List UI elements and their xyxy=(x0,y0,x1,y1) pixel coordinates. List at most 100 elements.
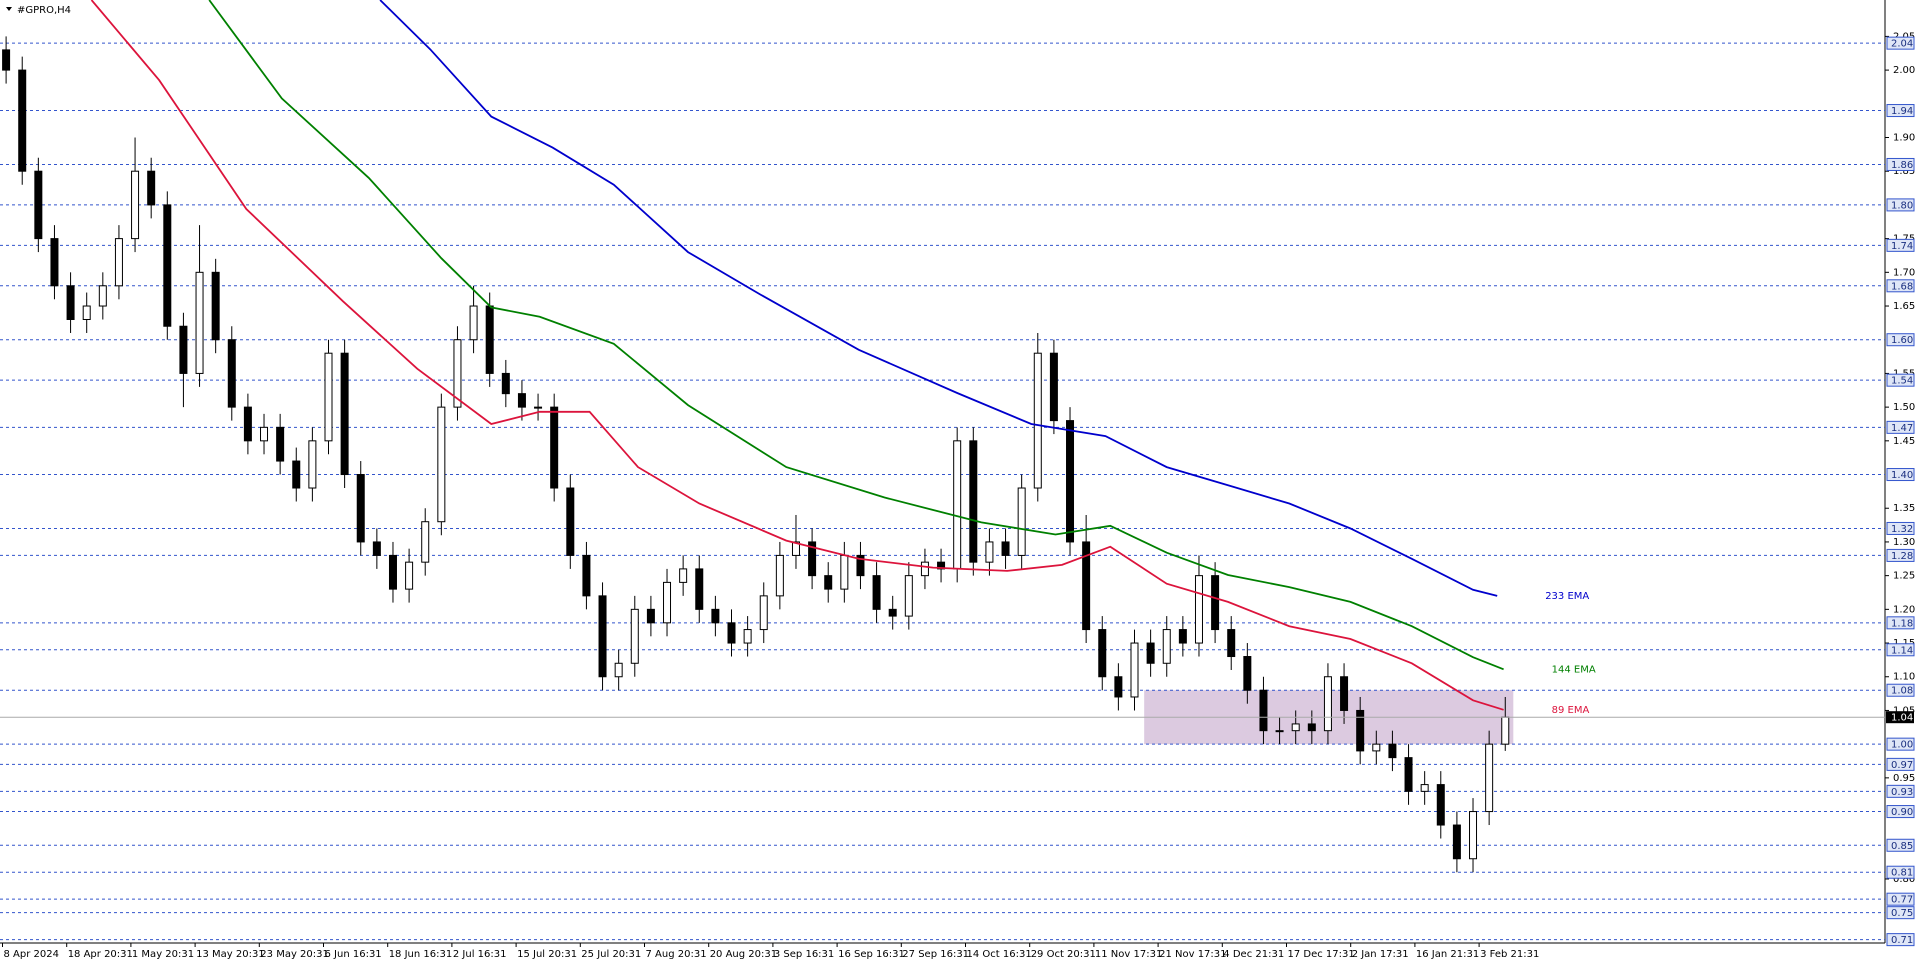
x-tick-label: 21 Nov 17:31 xyxy=(1159,949,1226,960)
y-tick-label: 1.10 xyxy=(1893,672,1915,683)
level-label-box xyxy=(1886,892,1915,906)
candle-body xyxy=(1082,541,1091,631)
ema-line xyxy=(90,0,1504,711)
candle-body xyxy=(1436,784,1445,826)
ema-label: 233 EMA xyxy=(1545,591,1589,602)
candle-body xyxy=(1485,743,1494,813)
level-label: 1.68 xyxy=(1891,281,1913,292)
candle-body xyxy=(856,554,865,577)
level-label-box xyxy=(1886,238,1915,252)
level-label: 1.14 xyxy=(1891,645,1913,656)
x-tick-label: 1 May 20:31 xyxy=(132,949,194,960)
candle-body xyxy=(985,541,994,563)
level-label-box xyxy=(1886,683,1915,697)
candle-body xyxy=(743,629,752,644)
x-tick-label: 27 Sep 16:31 xyxy=(902,949,969,960)
level-label-box xyxy=(1886,420,1915,434)
candle-body xyxy=(1291,723,1300,732)
candle-body xyxy=(195,271,204,374)
candle-body xyxy=(372,541,381,556)
candle-body xyxy=(598,595,607,678)
candle-body xyxy=(775,554,784,597)
level-label: 1.60 xyxy=(1891,335,1913,346)
level-label-box xyxy=(1886,373,1915,387)
level-label-box xyxy=(1886,906,1915,920)
candle-body xyxy=(2,49,11,71)
candle-body xyxy=(904,575,913,617)
level-label: 0.97 xyxy=(1891,760,1913,771)
candle-body xyxy=(340,352,349,476)
level-label-box xyxy=(1886,548,1915,562)
menu-arrow[interactable] xyxy=(6,7,12,11)
candle-body xyxy=(727,622,736,644)
y-tick-label: 0.80 xyxy=(1893,874,1915,885)
candle-body xyxy=(1130,642,1139,698)
candle-body xyxy=(1178,629,1187,644)
candle-body xyxy=(695,568,704,610)
level-label: 0.75 xyxy=(1891,908,1913,919)
candle-body xyxy=(1388,743,1397,759)
candle-body xyxy=(646,608,655,624)
level-label: 1.80 xyxy=(1891,200,1913,211)
candle-body xyxy=(276,426,285,462)
level-label-box xyxy=(1886,333,1915,347)
candle-body xyxy=(179,325,188,374)
candle-body xyxy=(1162,629,1171,664)
candle-body xyxy=(1372,743,1381,752)
x-tick-label: 3 Feb 21:31 xyxy=(1480,949,1539,960)
candle-body xyxy=(937,561,946,570)
candle-body xyxy=(243,406,252,442)
candle-body xyxy=(824,575,833,590)
candle-body xyxy=(1146,642,1155,664)
level-label: 0.93 xyxy=(1891,787,1913,798)
candle-body xyxy=(1469,811,1478,860)
y-tick-label: 1.20 xyxy=(1893,604,1915,615)
candle-body xyxy=(711,608,720,624)
candle-body xyxy=(534,406,543,409)
level-label: 1.86 xyxy=(1891,160,1913,171)
candle-body xyxy=(1243,656,1252,691)
x-tick-label: 7 Aug 20:31 xyxy=(646,949,707,960)
candle-body xyxy=(453,339,462,408)
candle-body xyxy=(308,440,317,489)
candle-body xyxy=(437,406,446,523)
x-tick-label: 18 Apr 20:31 xyxy=(68,949,133,960)
candle-body xyxy=(759,595,768,631)
level-label: 1.74 xyxy=(1891,241,1913,252)
x-tick-label: 15 Jul 20:31 xyxy=(517,949,577,960)
level-label-box xyxy=(1886,616,1915,630)
level-label: 1.18 xyxy=(1891,618,1913,629)
level-label: 1.28 xyxy=(1891,551,1913,562)
candle-body xyxy=(630,608,639,664)
ema-line xyxy=(379,0,1498,597)
level-label: 0.85 xyxy=(1891,841,1913,852)
level-label: 0.90 xyxy=(1891,807,1913,818)
y-tick-label: 1.50 xyxy=(1893,402,1915,413)
level-label: 2.04 xyxy=(1891,39,1913,50)
candle-body xyxy=(260,426,269,442)
last-price-label: 1.04 xyxy=(1891,713,1913,724)
level-label: 1.32 xyxy=(1891,524,1913,535)
candle-body xyxy=(356,474,365,543)
candle-body xyxy=(808,541,817,577)
y-tick-label: 0.95 xyxy=(1893,773,1915,784)
candle-body xyxy=(888,608,897,617)
candle-body xyxy=(114,238,123,287)
candle-body xyxy=(485,305,494,374)
candle-body xyxy=(1275,730,1284,733)
candle-body xyxy=(1452,824,1461,860)
candle-body xyxy=(582,554,591,597)
level-label-box xyxy=(1886,805,1915,819)
y-tick-label: 1.30 xyxy=(1893,537,1915,548)
candle-body xyxy=(663,581,672,624)
y-tick-label: 1.70 xyxy=(1893,267,1915,278)
candle-body xyxy=(66,285,75,321)
y-tick-label: 2.00 xyxy=(1893,65,1915,76)
level-label-box xyxy=(1886,838,1915,852)
candle-body xyxy=(1017,487,1026,556)
candle-body xyxy=(131,170,140,240)
level-label-box xyxy=(1886,865,1915,879)
candle-body xyxy=(1307,723,1316,732)
x-tick-label: 14 Oct 16:31 xyxy=(967,949,1032,960)
